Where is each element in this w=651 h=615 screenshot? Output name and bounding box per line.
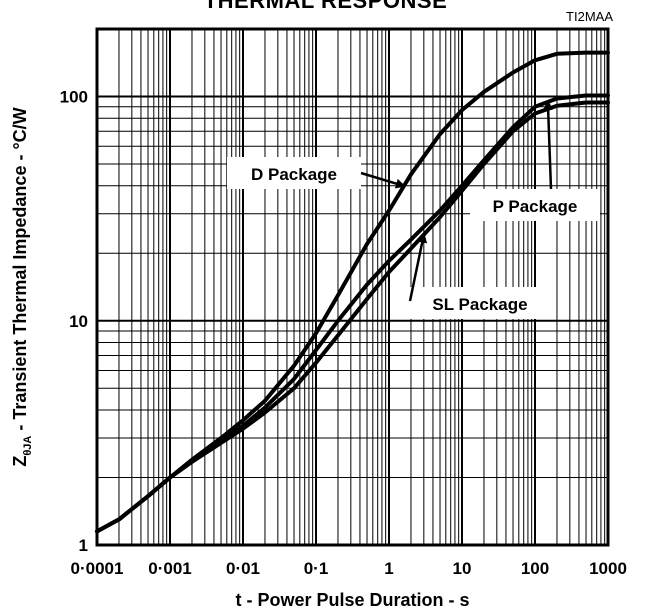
annotation-arrow-p-package xyxy=(543,99,554,190)
y-tick-label: 10 xyxy=(69,312,88,331)
series-line-sl-package xyxy=(95,100,610,534)
figure-code: TI2MAA xyxy=(566,9,613,24)
y-axis-label-rest: - Transient Thermal Impedance - °C/W xyxy=(10,107,30,435)
x-tick-label: 0·001 xyxy=(148,559,191,578)
annotation-label-sl-package: SL Package xyxy=(432,295,527,314)
annotation-box-d-package xyxy=(227,157,361,189)
annotation-label-d-package: D Package xyxy=(251,165,337,184)
y-axis-label: ZθJA - Transient Thermal Impedance - °C/… xyxy=(10,107,34,466)
x-tick-label: 1 xyxy=(384,559,393,578)
annotation-arrow-d-package xyxy=(360,171,406,189)
x-tick-label: 10 xyxy=(453,559,472,578)
annotation-label-p-package: P Package xyxy=(493,197,578,216)
annotation-arrow-sl-package xyxy=(408,232,428,302)
y-axis-label-main: Z xyxy=(10,456,30,467)
x-tick-label: 0·1 xyxy=(304,559,329,578)
chart-title: THERMAL RESPONSE xyxy=(203,0,448,13)
x-tick-label: 100 xyxy=(521,559,549,578)
series-layer xyxy=(95,50,610,534)
annotations: D Package P Package SL Package xyxy=(227,99,600,319)
y-tick-label: 100 xyxy=(60,88,88,107)
plot-frame xyxy=(95,27,610,547)
x-axis-label: t - Power Pulse Duration - s xyxy=(235,590,469,610)
x-tick-label: 0·0001 xyxy=(71,559,124,578)
annotation-box-sl-package xyxy=(410,287,550,319)
y-axis-label-sub: θJA xyxy=(22,436,34,456)
x-tick-label: 0·01 xyxy=(226,559,260,578)
grid-layer xyxy=(97,29,608,545)
y-tick-label: 1 xyxy=(79,536,88,555)
x-tick-label: 1000 xyxy=(589,559,627,578)
annotation-box-p-package xyxy=(470,189,600,221)
tick-labels: 0·0001 0·001 0·01 0·1 1 10 100 1000 1 10 100 xyxy=(60,88,627,578)
